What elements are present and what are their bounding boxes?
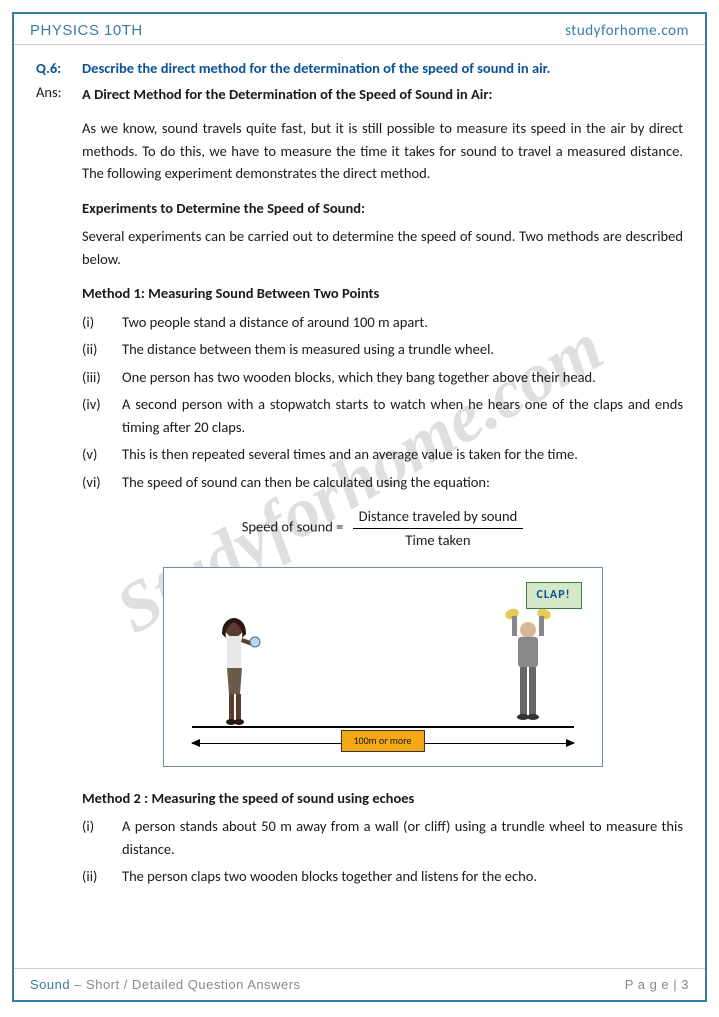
method2-list: (i)A person stands about 50 m away from … (82, 815, 683, 887)
list-item: (i)Two people stand a distance of around… (82, 311, 683, 333)
page-frame: PHYSICS 10TH studyforhome.com Studyforho… (12, 12, 707, 1002)
distance-label: 100m or more (340, 730, 424, 752)
ground-line (192, 726, 574, 728)
question-number: Q.6: (36, 59, 70, 77)
answer-row: Ans: A Direct Method for the Determinati… (36, 83, 683, 900)
page-content: Studyforhome.com Q.6: Describe the direc… (14, 45, 705, 914)
list-item: (i)A person stands about 50 m away from … (82, 815, 683, 860)
formula-numerator: Distance traveled by sound (353, 505, 524, 528)
list-item: (ii)The person claps two wooden blocks t… (82, 865, 683, 887)
answer-title: A Direct Method for the Determination of… (82, 83, 683, 105)
list-item: (ii)The distance between them is measure… (82, 338, 683, 360)
experiment-figure: CLAP! 100m or more (163, 567, 603, 767)
list-item: (v)This is then repeated several times a… (82, 443, 683, 465)
list-item: (vi)The speed of sound can then be calcu… (82, 471, 683, 493)
answer-intro: As we know, sound travels quite fast, bu… (82, 117, 683, 184)
formula-denominator: Time taken (353, 529, 524, 551)
method1-heading: Method 1: Measuring Sound Between Two Po… (82, 282, 683, 304)
method1-list: (i)Two people stand a distance of around… (82, 311, 683, 493)
page-header: PHYSICS 10TH studyforhome.com (14, 14, 705, 45)
experiments-intro: Several experiments can be carried out t… (82, 225, 683, 270)
answer-body: A Direct Method for the Determination of… (82, 83, 683, 900)
person-clapping-icon (498, 606, 558, 726)
list-item: (iv)A second person with a stopwatch sta… (82, 393, 683, 438)
formula-lhs: Speed of sound = (242, 517, 344, 535)
formula-fraction: Distance traveled by sound Time taken (353, 505, 524, 551)
method2-heading: Method 2 : Measuring the speed of sound … (82, 787, 683, 809)
question-text: Describe the direct method for the deter… (82, 59, 550, 77)
footer-left: Sound – Short / Detailed Question Answer… (30, 977, 301, 992)
person-with-stopwatch-icon (212, 616, 262, 726)
page-footer: Sound – Short / Detailed Question Answer… (14, 968, 705, 1000)
experiments-heading: Experiments to Determine the Speed of So… (82, 197, 683, 219)
header-subject: PHYSICS 10TH (30, 22, 143, 40)
speed-formula: Speed of sound = Distance traveled by so… (82, 505, 683, 551)
footer-page: P a g e | 3 (625, 977, 689, 992)
header-site: studyforhome.com (565, 22, 689, 40)
list-item: (iii)One person has two wooden blocks, w… (82, 366, 683, 388)
question-row: Q.6: Describe the direct method for the … (36, 59, 683, 77)
clap-label: CLAP! (526, 582, 582, 609)
answer-label: Ans: (36, 83, 70, 900)
